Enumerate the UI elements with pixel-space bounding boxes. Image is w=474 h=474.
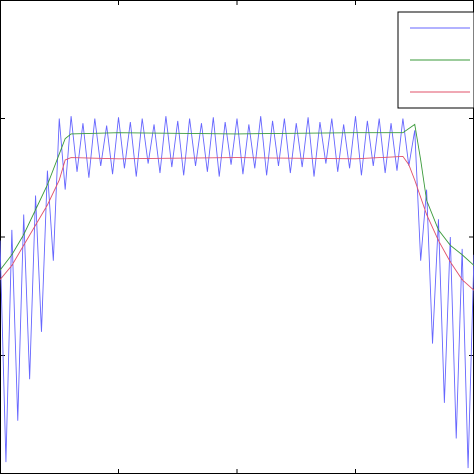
series-line [0, 116, 474, 469]
series-line [0, 123, 474, 271]
series-line [0, 155, 474, 291]
